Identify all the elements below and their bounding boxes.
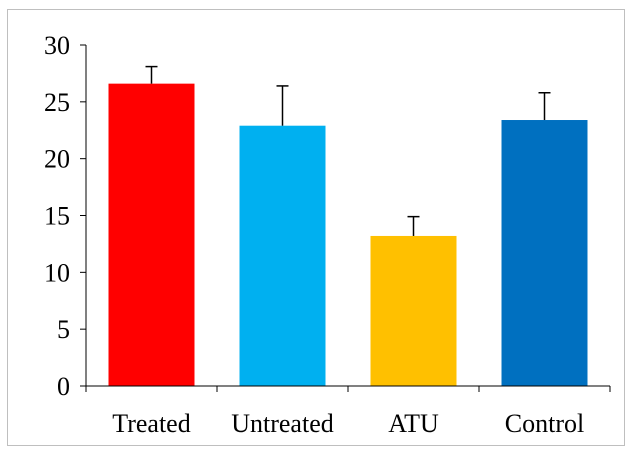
bar-atu (370, 235, 457, 386)
y-tick-label: 10 (44, 258, 70, 287)
bar-control (501, 120, 588, 387)
y-tick-label: 0 (57, 372, 70, 401)
y-tick-label: 25 (44, 88, 70, 117)
x-tick-label: Treated (112, 409, 190, 438)
x-tick-label: ATU (388, 409, 439, 438)
y-axis-ticks: 0 5 10 15 20 25 30 (44, 31, 86, 401)
y-tick-label: 30 (44, 31, 70, 60)
y-tick-label: 15 (44, 202, 70, 231)
y-tick-label: 20 (44, 145, 70, 174)
y-tick-label: 5 (57, 315, 70, 344)
x-tick-label: Control (505, 409, 584, 438)
bar-untreated (239, 125, 326, 386)
axes (85, 45, 611, 392)
x-tick-label: Untreated (231, 409, 334, 438)
x-axis-labels: Treated Untreated ATU Control (112, 409, 584, 438)
error-bars (145, 65, 551, 236)
bars (108, 83, 588, 387)
bar-treated (108, 83, 195, 386)
